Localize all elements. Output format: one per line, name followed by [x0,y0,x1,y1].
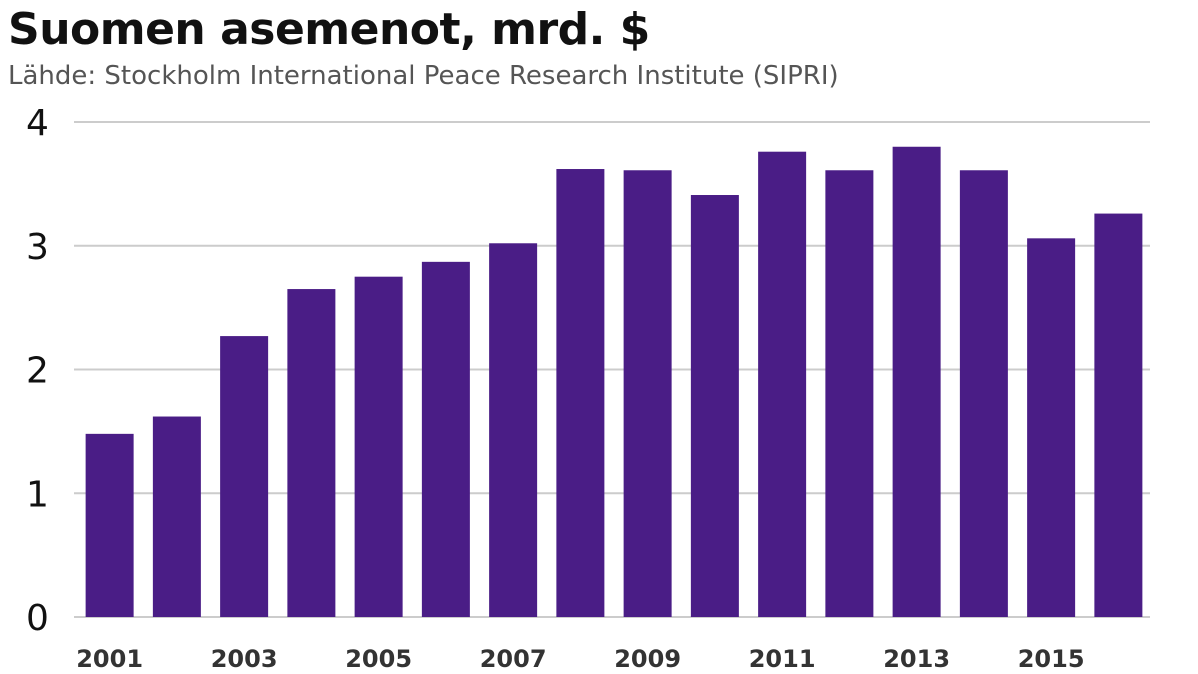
x-tick-label: 2011 [749,645,816,673]
bar-2015 [1027,238,1076,617]
y-tick-label: 1 [26,474,49,515]
y-tick-label: 2 [26,351,49,392]
bar-2006 [421,261,470,617]
bar-2011 [758,151,807,617]
x-tick-label: 2003 [211,645,278,673]
bar-2002 [152,416,201,617]
chart-title: Suomen asemenot, mrd. $ [8,4,650,55]
y-tick-label: 3 [26,227,49,268]
bar-2012 [825,170,874,617]
x-tick-label: 2015 [1018,645,1085,673]
x-tick-label: 2005 [345,645,412,673]
bar-2016 [1094,213,1143,617]
y-tick-label: 4 [26,103,49,144]
bar-2013 [892,146,941,617]
bar-2003 [220,336,269,617]
bar-2005 [354,276,403,617]
y-tick-label: 0 [26,598,49,639]
bar-2008 [556,169,605,617]
bar-2010 [690,195,739,617]
bar-2001 [85,433,134,617]
bars [85,146,1143,617]
x-tick-label: 2009 [614,645,681,673]
bar-2009 [623,170,672,617]
x-tick-label: 2007 [480,645,547,673]
x-axis: 2001 2003 2005 2007 2009 2011 2013 2015 [76,645,1084,673]
bar-2014 [959,170,1008,617]
chart-source: Lähde: Stockholm International Peace Res… [8,61,839,91]
x-tick-label: 2013 [883,645,950,673]
bar-2004 [287,289,336,617]
x-tick-label: 2001 [76,645,143,673]
bar-2007 [489,243,538,617]
y-axis: 0 1 2 3 4 [26,103,49,639]
